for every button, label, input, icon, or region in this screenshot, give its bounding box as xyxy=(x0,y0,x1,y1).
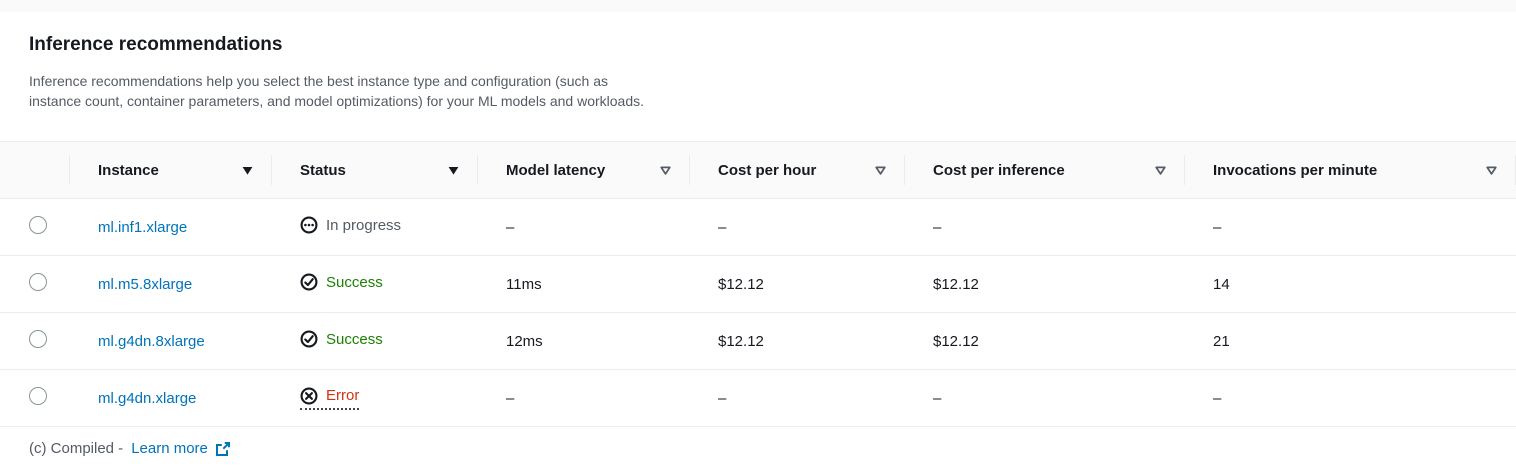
recommendations-table: Instance Status Model latency Cost per hour… xyxy=(0,141,1516,427)
instance-link[interactable]: ml.g4dn.xlarge xyxy=(98,389,197,407)
sort-arrow-outline-icon xyxy=(1155,166,1166,175)
sort-arrow-outline-icon xyxy=(660,166,671,175)
column-header-model-latency[interactable]: Model latency xyxy=(478,141,690,199)
column-label: Cost per hour xyxy=(718,161,817,179)
row-radio-button[interactable] xyxy=(29,216,47,234)
compile-info-text: (c) Compiled - xyxy=(29,440,124,457)
panel-header: Inference recommendations Inference reco… xyxy=(0,12,1516,141)
row-select-cell xyxy=(0,369,70,427)
column-label: Instance xyxy=(98,161,159,179)
table-row: ml.inf1.xlarge In progress – – – – xyxy=(0,198,1516,256)
status-label: Success xyxy=(326,273,383,291)
table-row: ml.g4dn.xlarge Error – – – – xyxy=(0,369,1516,427)
instance-cell: ml.g4dn.xlarge xyxy=(70,369,272,427)
error-icon xyxy=(300,387,318,404)
page-description-line-1: Inference recommendations help you selec… xyxy=(29,73,609,89)
select-column-header xyxy=(0,141,70,199)
status-badge: Success xyxy=(300,330,383,348)
status-label: In progress xyxy=(326,216,402,234)
status-label: Error xyxy=(326,387,360,404)
column-header-cost-per-hour[interactable]: Cost per hour xyxy=(690,141,905,199)
in-progress-icon xyxy=(300,216,318,234)
cost-per-hour-cell: – xyxy=(690,369,905,427)
column-label: Invocations per minute xyxy=(1213,161,1378,179)
model-latency-cell: – xyxy=(478,198,690,256)
row-radio-button[interactable] xyxy=(29,330,47,348)
status-badge: Success xyxy=(300,273,383,291)
status-cell: Success xyxy=(272,312,478,370)
row-select-cell xyxy=(0,312,70,370)
success-icon xyxy=(300,273,318,291)
status-cell: Error xyxy=(272,369,478,427)
sort-arrow-outline-icon xyxy=(875,166,886,175)
top-strip xyxy=(0,0,1516,12)
invocations-per-minute-cell: 21 xyxy=(1185,312,1516,370)
column-header-instance[interactable]: Instance xyxy=(70,141,272,199)
row-select-cell xyxy=(0,198,70,256)
model-latency-cell: – xyxy=(478,369,690,427)
instance-cell: ml.m5.8xlarge xyxy=(70,255,272,313)
row-radio-button[interactable] xyxy=(29,387,47,405)
cost-per-hour-cell: $12.12 xyxy=(690,255,905,313)
cost-per-hour-cell: – xyxy=(690,198,905,256)
learn-more-label: Learn more xyxy=(131,440,208,457)
invocations-per-minute-cell: 14 xyxy=(1185,255,1516,313)
sort-arrow-filled-icon xyxy=(242,166,253,175)
external-link-icon xyxy=(215,441,230,456)
invocations-per-minute-cell: – xyxy=(1185,369,1516,427)
table-header-row: Instance Status Model latency Cost per hour… xyxy=(0,141,1516,199)
sort-arrow-filled-icon xyxy=(448,166,459,175)
model-latency-cell: 12ms xyxy=(478,312,690,370)
row-radio-button[interactable] xyxy=(29,273,47,291)
status-badge: In progress xyxy=(300,216,401,234)
column-header-invocations-per-minute[interactable]: Invocations per minute xyxy=(1185,141,1516,199)
sort-arrow-outline-icon xyxy=(1486,166,1497,175)
instance-link[interactable]: ml.g4dn.8xlarge xyxy=(98,332,205,350)
panel-footer: (c) Compiled - Learn more xyxy=(0,427,1516,470)
instance-cell: ml.g4dn.8xlarge xyxy=(70,312,272,370)
cost-per-inference-cell: – xyxy=(905,198,1185,256)
cost-per-inference-cell: – xyxy=(905,369,1185,427)
page-description-line-2: instance count, container parameters, an… xyxy=(29,93,645,109)
status-cell: In progress xyxy=(272,198,478,256)
instance-cell: ml.inf1.xlarge xyxy=(70,198,272,256)
model-latency-cell: 11ms xyxy=(478,255,690,313)
success-icon xyxy=(300,330,318,348)
cost-per-hour-cell: $12.12 xyxy=(690,312,905,370)
column-header-cost-per-inference[interactable]: Cost per inference xyxy=(905,141,1185,199)
column-header-status[interactable]: Status xyxy=(272,141,478,199)
column-label: Model latency xyxy=(506,161,606,179)
table-row: ml.g4dn.8xlarge Success 12ms $12.12 $12.12 21 xyxy=(0,312,1516,370)
learn-more-link[interactable]: Learn more xyxy=(131,440,231,457)
invocations-per-minute-cell: – xyxy=(1185,198,1516,256)
cost-per-inference-cell: $12.12 xyxy=(905,255,1185,313)
inference-recommendations-panel: Inference recommendations Inference reco… xyxy=(0,12,1516,470)
table-row: ml.m5.8xlarge Success 11ms $12.12 $12.12 14 xyxy=(0,255,1516,313)
instance-link[interactable]: ml.m5.8xlarge xyxy=(98,275,193,293)
status-label: Success xyxy=(326,330,383,348)
column-label: Cost per inference xyxy=(933,161,1065,179)
column-label: Status xyxy=(300,161,346,179)
page-title: Inference recommendations xyxy=(29,34,283,55)
cost-per-inference-cell: $12.12 xyxy=(905,312,1185,370)
row-select-cell xyxy=(0,255,70,313)
instance-link[interactable]: ml.inf1.xlarge xyxy=(98,218,188,236)
status-badge[interactable]: Error xyxy=(300,387,360,410)
status-cell: Success xyxy=(272,255,478,313)
